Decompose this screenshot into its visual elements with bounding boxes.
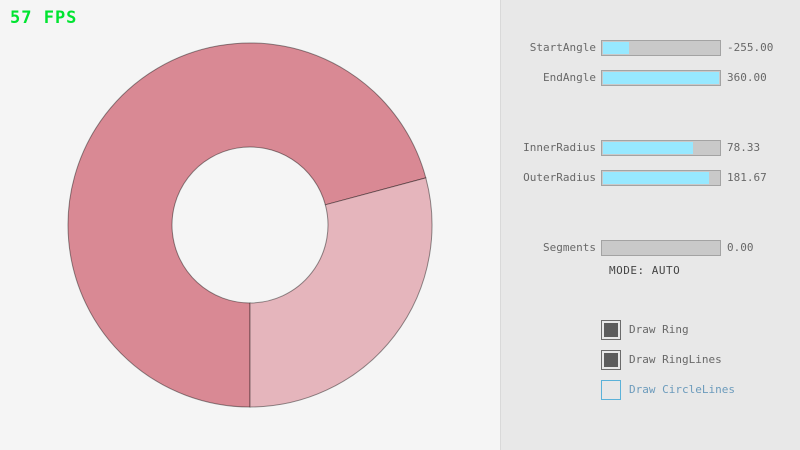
- slider-fill: [603, 172, 709, 184]
- segments-mode-label: MODE: AUTO: [609, 264, 681, 277]
- slider-bar-innerradius[interactable]: [601, 140, 721, 156]
- slider-row-startangle: StartAngle -255.00: [501, 40, 800, 56]
- slider-fill: [603, 72, 719, 84]
- slider-value-segments: 0.00: [727, 241, 754, 254]
- slider-row-endangle: EndAngle 360.00: [501, 70, 800, 86]
- checkbox-box[interactable]: [601, 320, 621, 340]
- slider-bar-segments[interactable]: [601, 240, 721, 256]
- check-mark: [604, 353, 618, 367]
- slider-fill: [603, 42, 629, 54]
- slider-label-outerradius: OuterRadius: [523, 171, 596, 184]
- slider-label-endangle: EndAngle: [543, 71, 596, 84]
- checkbox-label: Draw Ring: [629, 323, 689, 336]
- ring-segment: [249, 177, 433, 408]
- slider-value-startangle: -255.00: [727, 41, 774, 54]
- ring-segment: [67, 42, 427, 408]
- slider-bar-startangle[interactable]: [601, 40, 721, 56]
- slider-bar-endangle[interactable]: [601, 70, 721, 86]
- slider-value-endangle: 360.00: [727, 71, 767, 84]
- checkbox-box[interactable]: [601, 380, 621, 400]
- check-mark: [604, 323, 618, 337]
- control-panel: StartAngle -255.00 EndAngle 360.00 Inner…: [500, 0, 800, 450]
- checkbox-draw-circlelines[interactable]: Draw CircleLines: [601, 380, 800, 400]
- slider-label-innerradius: InnerRadius: [523, 141, 596, 154]
- slider-row-innerradius: InnerRadius 78.33: [501, 140, 800, 156]
- slider-fill: [603, 142, 693, 154]
- ring-canvas: [67, 42, 433, 408]
- checkbox-label: Draw CircleLines: [629, 383, 735, 396]
- slider-row-segments: Segments 0.00: [501, 240, 800, 256]
- checkbox-label: Draw RingLines: [629, 353, 722, 366]
- fps-counter: 57 FPS: [10, 8, 78, 28]
- slider-value-innerradius: 78.33: [727, 141, 761, 154]
- slider-label-startangle: StartAngle: [529, 41, 596, 54]
- checkbox-box[interactable]: [601, 350, 621, 370]
- checkbox-draw-ringlines[interactable]: Draw RingLines: [601, 350, 800, 370]
- slider-bar-outerradius[interactable]: [601, 170, 721, 186]
- checkbox-draw-ring[interactable]: Draw Ring: [601, 320, 800, 340]
- slider-row-outerradius: OuterRadius 181.67: [501, 170, 800, 186]
- slider-value-outerradius: 181.67: [727, 171, 767, 184]
- slider-label-segments: Segments: [543, 241, 596, 254]
